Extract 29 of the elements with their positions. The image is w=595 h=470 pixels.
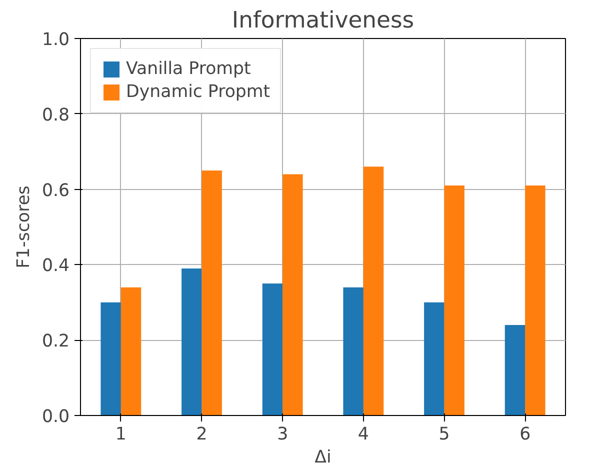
x-tick-label: 5: [438, 424, 450, 444]
x-tick-label: 4: [358, 424, 369, 444]
y-tick-label: 0.4: [42, 256, 70, 276]
x-tick-label: 1: [115, 424, 126, 444]
x-tick-label: 2: [196, 424, 208, 444]
bar: [444, 186, 464, 416]
legend-label: Dynamic Propmt: [126, 82, 270, 102]
bar: [182, 268, 202, 416]
x-tick-label: 6: [520, 424, 531, 444]
bar: [363, 166, 384, 416]
bar: [525, 186, 546, 416]
y-tick-label: 0.6: [42, 180, 70, 201]
y-axis-title: F1-scores: [14, 186, 34, 268]
x-tick-label: 3: [277, 424, 288, 444]
bar: [424, 302, 444, 416]
bar: [343, 287, 364, 416]
y-tick-label: 0.0: [42, 407, 70, 427]
legend-label: Vanilla Prompt: [126, 59, 251, 79]
bar: [120, 287, 142, 416]
bar: [202, 170, 222, 416]
x-axis-title: Δi: [314, 448, 332, 468]
y-tick-label: 0.8: [42, 105, 70, 126]
bar: [262, 284, 283, 416]
bar: [100, 302, 121, 416]
y-tick-label: 1.0: [42, 30, 70, 50]
chart-title: Informativeness: [232, 8, 414, 34]
bar: [282, 174, 303, 416]
y-tick-label: 0.2: [42, 332, 70, 352]
bar: [504, 325, 526, 416]
